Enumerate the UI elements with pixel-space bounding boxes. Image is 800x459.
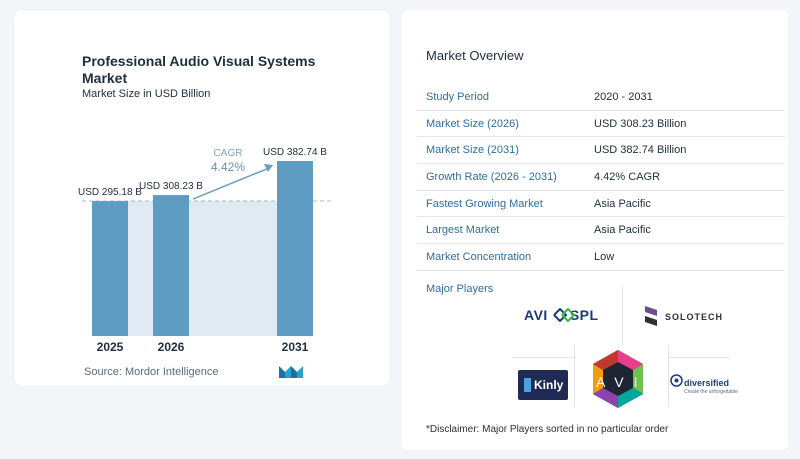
row-value: Asia Pacific bbox=[594, 197, 651, 210]
x-tick-label-2025: 2025 bbox=[97, 340, 124, 354]
avi-logo-text: AVI bbox=[596, 374, 648, 390]
row-label: Fastest Growing Market bbox=[426, 197, 543, 210]
overview-row-fastest-growing-market: Fastest Growing Market Asia Pacific bbox=[417, 191, 785, 218]
chart-band bbox=[128, 201, 277, 336]
row-value: 4.42% CAGR bbox=[594, 171, 661, 184]
row-value: Asia Pacific bbox=[594, 224, 651, 237]
players-divider-vertical-top bbox=[622, 287, 623, 345]
cagr-label: CAGR bbox=[214, 148, 243, 159]
avi-spl-chevron-icon bbox=[553, 308, 576, 322]
row-label: Study Period bbox=[426, 91, 489, 103]
overview-row-market-concentration: Market Concentration Low bbox=[417, 244, 785, 271]
bar-chart: USD 295.18 B 2025 USD 308.23 B 2026 USD 382.… bbox=[78, 147, 332, 354]
row-label: Largest Market bbox=[426, 224, 500, 237]
overview-row-market-size-2031: Market Size (2031) USD 382.74 Billion bbox=[417, 137, 785, 165]
row-value: 2020 - 2031 bbox=[594, 91, 653, 103]
row-value: USD 308.23 Billion bbox=[594, 117, 687, 130]
row-label: Market Size (2031) bbox=[426, 144, 519, 157]
row-value: Low bbox=[594, 251, 615, 264]
row-label: Growth Rate (2026 - 2031) bbox=[426, 171, 557, 184]
diversified-logo-text: diversified bbox=[684, 378, 730, 388]
avi-spl-logo-right-text: SPL bbox=[569, 307, 599, 323]
solotech-logo-icon bbox=[645, 306, 657, 326]
players-divider-vertical-left bbox=[574, 345, 575, 407]
bar-2026 bbox=[153, 195, 189, 336]
x-tick-label-2026: 2026 bbox=[158, 340, 185, 354]
kinly-logo-text: Kinly bbox=[534, 378, 564, 392]
avi-spl-logo: AVI SPL bbox=[524, 307, 599, 323]
source-text: Source: Mordor Intelligence bbox=[84, 366, 219, 378]
row-label: Market Concentration bbox=[426, 251, 532, 264]
row-label: Market Size (2026) bbox=[426, 117, 519, 130]
row-value: USD 382.74 Billion bbox=[594, 144, 687, 157]
solotech-logo-text: SOLOTECH bbox=[665, 312, 724, 322]
kinly-logo: Kinly bbox=[518, 370, 568, 400]
cagr-arrow-head-icon bbox=[264, 164, 273, 173]
chart-subtitle: Market Size in USD Billion bbox=[82, 88, 211, 100]
overview-row-growth-rate: Growth Rate (2026 - 2031) 4.42% CAGR bbox=[417, 164, 785, 191]
mordor-intelligence-logo-icon bbox=[279, 366, 303, 378]
players-divider-vertical-right bbox=[668, 345, 669, 407]
overview-row-largest-market: Largest Market Asia Pacific bbox=[417, 217, 785, 245]
bar-2025 bbox=[92, 201, 128, 336]
players-divider-horizontal-left bbox=[512, 357, 574, 358]
bar-2031 bbox=[277, 161, 313, 336]
avi-spl-logo-left-text: AVI bbox=[524, 307, 548, 323]
overview-row-study-period: Study Period 2020 - 2031 bbox=[417, 84, 785, 111]
disclaimer-text: *Disclaimer: Major Players sorted in no … bbox=[426, 424, 669, 435]
major-players-title: Major Players bbox=[426, 283, 494, 295]
cagr-arrow-line bbox=[192, 167, 270, 200]
data-label-2031: USD 382.74 B bbox=[263, 147, 327, 158]
players-divider-horizontal-right bbox=[668, 357, 730, 358]
cagr-value: 4.42% bbox=[211, 160, 245, 174]
data-label-2026: USD 308.23 B bbox=[139, 181, 203, 192]
diversified-logo-tagline: Create the unforgettable bbox=[684, 389, 738, 395]
data-label-2025: USD 295.18 B bbox=[78, 187, 142, 198]
kinly-mark-icon bbox=[524, 378, 531, 392]
chart-title: Professional Audio Visual Systems Market bbox=[82, 53, 316, 86]
overview-title: Market Overview bbox=[426, 48, 524, 63]
overview-table: Study Period 2020 - 2031 Market Size (20… bbox=[417, 84, 785, 271]
avi-hexagon-logo-icon bbox=[593, 350, 643, 408]
overview-row-market-size-2026: Market Size (2026) USD 308.23 Billion bbox=[417, 111, 785, 138]
diversified-logo-icon bbox=[670, 374, 683, 387]
x-tick-label-2031: 2031 bbox=[282, 340, 309, 354]
